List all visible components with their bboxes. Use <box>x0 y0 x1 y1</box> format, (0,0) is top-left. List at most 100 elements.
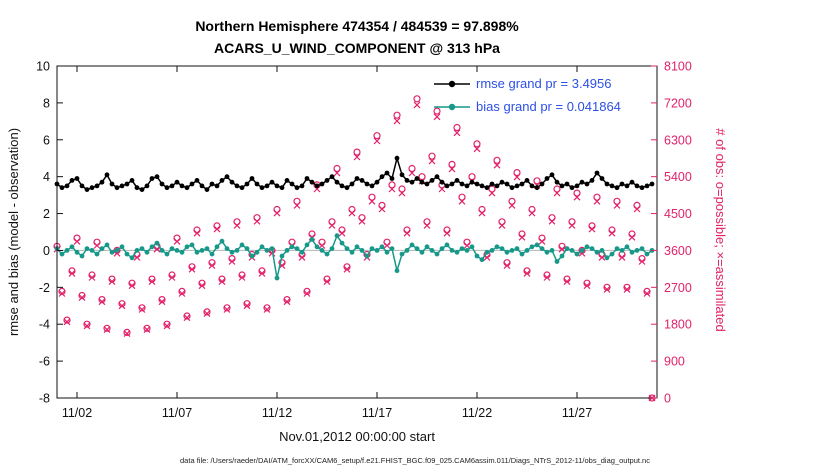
rmse-series-point <box>529 183 535 189</box>
bias-series-point <box>74 249 80 255</box>
bias-series-point <box>414 246 420 252</box>
obs-assimilated-point <box>398 189 406 197</box>
obs-assimilated-point <box>358 217 366 225</box>
obs-possible-point <box>448 160 456 168</box>
obs-assimilated-point <box>223 306 231 313</box>
obs-assimilated-point <box>423 221 431 229</box>
obs-possible-point <box>628 230 636 238</box>
bias-series-point <box>369 246 375 252</box>
obs-assimilated-point <box>563 278 571 286</box>
bias-series-point <box>264 248 270 253</box>
bias-series-point <box>444 242 450 248</box>
obs-assimilated-point <box>568 221 576 229</box>
rmse-series-point <box>209 181 215 187</box>
obs-assimilated-point <box>513 173 521 181</box>
rmse-series-point <box>114 185 120 191</box>
obs-assimilated-point <box>98 298 106 306</box>
rmse-series-point <box>94 183 100 189</box>
rmse-series-point <box>639 185 645 191</box>
obs-assimilated-point <box>433 113 441 121</box>
rmse-series-point <box>144 183 150 189</box>
rmse-series-point <box>434 174 440 180</box>
plot-generated-content: -8-6-4-202468100900180027003600450054006… <box>36 60 692 421</box>
obs-assimilated-point <box>553 189 561 197</box>
bias-series-point <box>314 244 320 250</box>
obs-assimilated-point <box>263 306 271 313</box>
rmse-series-point <box>489 181 495 187</box>
obs-assimilated-point <box>178 290 186 297</box>
bias-series-point <box>149 244 155 250</box>
rmse-series-point <box>69 178 75 183</box>
bias-series-point <box>139 246 145 252</box>
obs-assimilated-point <box>403 229 411 237</box>
obs-assimilated-point <box>603 285 611 293</box>
y-tick-label-right: 6300 <box>664 133 692 147</box>
rmse-series-point <box>354 176 360 181</box>
bias-series-point <box>544 249 550 255</box>
bias-series-point <box>244 246 250 252</box>
rmse-series-point <box>154 174 160 180</box>
bias-series-point <box>94 251 100 257</box>
bias-series-point <box>479 257 485 263</box>
obs-possible-point <box>538 234 546 242</box>
obs-assimilated-point <box>618 253 626 261</box>
obs-assimilated-point <box>548 217 556 225</box>
x-tick-label: 11/17 <box>362 406 392 420</box>
bias-series-point <box>594 249 600 255</box>
bias-series-point <box>399 251 405 257</box>
obs-assimilated-point <box>443 229 451 237</box>
obs-possible-point <box>573 189 581 197</box>
obs-possible-point <box>293 197 301 205</box>
bias-series-point <box>364 253 370 259</box>
bias-series-point <box>529 244 535 250</box>
obs-possible-point <box>533 177 541 185</box>
obs-possible-point <box>73 234 81 242</box>
rmse-series-point <box>329 174 335 180</box>
y-axis-label-left: rmse and bias (model - observation) <box>6 128 21 336</box>
bias-series-point <box>549 248 555 253</box>
obs-possible-point <box>453 123 461 132</box>
bias-series-point <box>499 246 505 252</box>
rmse-series-point <box>364 181 370 187</box>
rmse-series-point <box>589 178 595 183</box>
rmse-series-point <box>304 176 310 181</box>
bias-series-point <box>599 248 605 253</box>
rmse-series-point <box>324 178 330 183</box>
obs-assimilated-point <box>523 269 531 277</box>
y-tick-label-left: -6 <box>39 355 50 369</box>
rmse-series-point <box>344 185 350 191</box>
bias-series-point <box>239 242 245 248</box>
rmse-series-point <box>389 176 395 181</box>
bias-series-point <box>169 246 175 252</box>
bias-series-point <box>354 244 360 250</box>
legend: rmse grand pr = 3.4956 bias grand pr = 0… <box>434 76 621 114</box>
rmse-series-point <box>554 179 560 185</box>
obs-possible-point <box>518 230 526 238</box>
obs-possible-point <box>463 238 471 246</box>
rmse-series-point <box>609 183 615 189</box>
bias-series-point <box>224 246 230 252</box>
obs-possible-point <box>288 238 296 246</box>
rmse-series-point <box>274 183 280 189</box>
rmse-series-point <box>109 181 115 187</box>
bias-series-point <box>124 251 130 257</box>
obs-assimilated-point <box>123 330 131 338</box>
obs-assimilated-point <box>453 129 461 137</box>
rmse-series-point <box>244 181 250 187</box>
bias-series-point <box>509 248 515 253</box>
bias-series-point <box>99 246 105 252</box>
bias-series-point <box>334 233 340 239</box>
obs-possible-point <box>308 230 316 238</box>
bias-series-point <box>154 240 160 246</box>
x-tick-label: 11/07 <box>162 406 192 420</box>
rmse-series-point <box>229 179 235 185</box>
obs-assimilated-point <box>628 233 636 241</box>
rmse-series-point <box>579 179 585 185</box>
obs-possible-point <box>408 164 416 173</box>
obs-possible-point <box>138 304 146 312</box>
obs-assimilated-point <box>158 298 166 306</box>
rmse-series-point <box>64 183 70 189</box>
rmse-series-point <box>514 183 520 189</box>
obs-assimilated-point <box>328 221 336 229</box>
obs-possible-point <box>458 193 466 201</box>
